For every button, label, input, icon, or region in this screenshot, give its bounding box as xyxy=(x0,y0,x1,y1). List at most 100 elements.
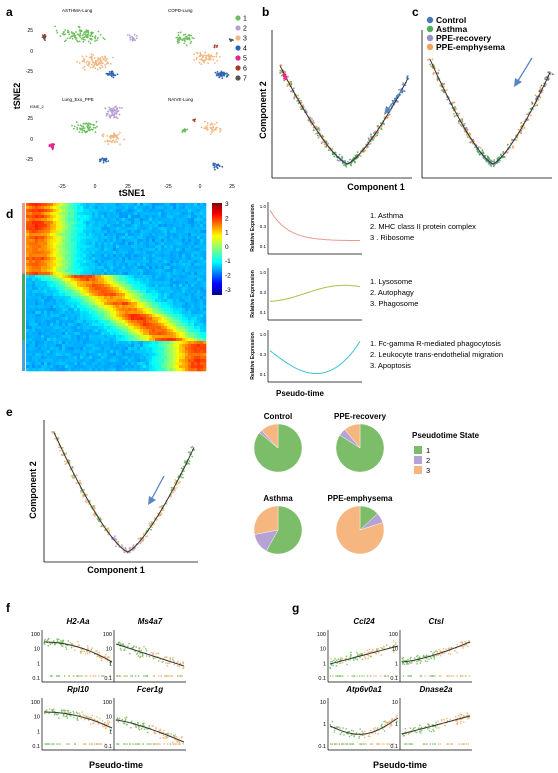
heatmap-cell xyxy=(65,203,69,207)
panel-a-inner-ylabel: tSNE_2 xyxy=(30,104,45,109)
tsne-point xyxy=(203,127,206,129)
heatmap-cell xyxy=(173,257,177,261)
heatmap-cell xyxy=(44,203,48,207)
heatmap-cell xyxy=(191,338,195,342)
heatmap-cell xyxy=(116,284,120,288)
heatmap-cell xyxy=(188,209,192,213)
heatmap-cell xyxy=(158,344,162,348)
heatmap-cell xyxy=(149,308,153,312)
heatmap-cell xyxy=(149,257,153,261)
heatmap-cell xyxy=(98,233,102,237)
heatmap-cell xyxy=(167,224,171,228)
trajectory-point xyxy=(380,122,382,124)
tsne-point xyxy=(117,133,120,136)
panel-bc: Component 2 Component 1 ControlAsthmaPPE… xyxy=(258,15,554,192)
heatmap-cell xyxy=(92,269,96,273)
heatmap-cell xyxy=(188,224,192,228)
trajectory-plot-c xyxy=(427,58,554,168)
heatmap-cell xyxy=(44,263,48,267)
tsne-point xyxy=(114,116,116,119)
heatmap-cell xyxy=(131,254,135,258)
heatmap-cell xyxy=(152,353,156,357)
tsne-point xyxy=(126,34,129,36)
heatmap-cell xyxy=(92,302,96,306)
heatmap-cell xyxy=(56,338,60,342)
heatmap-cell xyxy=(98,278,102,282)
heatmap-cell xyxy=(59,323,63,327)
heatmap-cell xyxy=(203,338,207,342)
heatmap-cell xyxy=(26,260,30,264)
heatmap-cell xyxy=(155,329,159,333)
heatmap-cell xyxy=(83,314,87,318)
heatmap-cell xyxy=(56,254,60,258)
heatmap-cell xyxy=(197,299,201,303)
heatmap-cell xyxy=(32,239,36,243)
tsne-point xyxy=(102,159,105,162)
heatmap-cell xyxy=(104,206,108,210)
heatmap-cell xyxy=(173,263,177,267)
heatmap-cell xyxy=(62,230,66,234)
heatmap-cell xyxy=(35,248,39,252)
heatmap-cell xyxy=(38,362,42,366)
heatmap-cell xyxy=(92,350,96,354)
heatmap-cell xyxy=(173,332,177,336)
tsne-point xyxy=(112,56,114,59)
heatmap-cell xyxy=(125,206,129,210)
heatmap-cell xyxy=(134,326,138,330)
heatmap-cell xyxy=(125,299,129,303)
heatmap-cell xyxy=(122,350,126,354)
trajectory-curve xyxy=(429,59,551,165)
tsne-point xyxy=(214,163,217,165)
heatmap-cell xyxy=(41,272,45,276)
heatmap-cell xyxy=(41,335,45,339)
heatmap-cell xyxy=(137,251,141,255)
heatmap-cell xyxy=(104,329,108,333)
heatmap-cell xyxy=(185,230,189,234)
heatmap-cell xyxy=(56,221,60,225)
heatmap-cell xyxy=(101,206,105,210)
trajectory-point xyxy=(466,134,468,136)
heatmap-cell xyxy=(140,254,144,258)
heatmap-cell xyxy=(197,311,201,315)
trajectory-point xyxy=(290,80,293,83)
heatmap-cell xyxy=(200,365,204,369)
heatmap-cell xyxy=(146,266,150,270)
tsne-point xyxy=(94,126,97,129)
heatmap-cell xyxy=(116,248,120,252)
heatmap-cell xyxy=(26,236,30,240)
tsne-point xyxy=(214,71,217,74)
heatmap-cell xyxy=(125,284,129,288)
heatmap-cell xyxy=(59,269,63,273)
heatmap-cell xyxy=(137,281,141,285)
heatmap-cell xyxy=(68,221,72,225)
heatmap-cell xyxy=(185,305,189,309)
heatmap-cell xyxy=(122,287,126,291)
heatmap-cell xyxy=(116,293,120,297)
heatmap-cell xyxy=(71,353,75,357)
tsne-point xyxy=(78,62,81,64)
heatmap-cell xyxy=(173,368,177,372)
heatmap-cell xyxy=(140,281,144,285)
heatmap-cell xyxy=(173,227,177,231)
heatmap-cell xyxy=(161,311,165,315)
heatmap-cell xyxy=(140,248,144,252)
heatmap-cell xyxy=(59,221,63,225)
heatmap-cell xyxy=(170,338,174,342)
heatmap-cell xyxy=(131,284,135,288)
heatmap-cell xyxy=(185,272,189,276)
heatmap-cell xyxy=(200,260,204,264)
heatmap-cell xyxy=(116,320,120,324)
heatmap-cell xyxy=(26,242,30,246)
tsne-point xyxy=(211,128,214,131)
tsne-point xyxy=(129,39,132,41)
heatmap-cell xyxy=(143,239,147,243)
panel-a-ytick: 0 xyxy=(30,137,33,143)
heatmap-cell xyxy=(62,323,66,327)
heatmap-cell xyxy=(188,206,192,210)
panel-a-subtitle-1: ASTHMA-Lung xyxy=(62,8,93,13)
heatmap-cell xyxy=(167,332,171,336)
tsne-point xyxy=(85,36,88,38)
heatmap-cell xyxy=(29,362,33,366)
trajectory-point xyxy=(286,85,289,87)
heatmap-cell xyxy=(197,326,201,330)
